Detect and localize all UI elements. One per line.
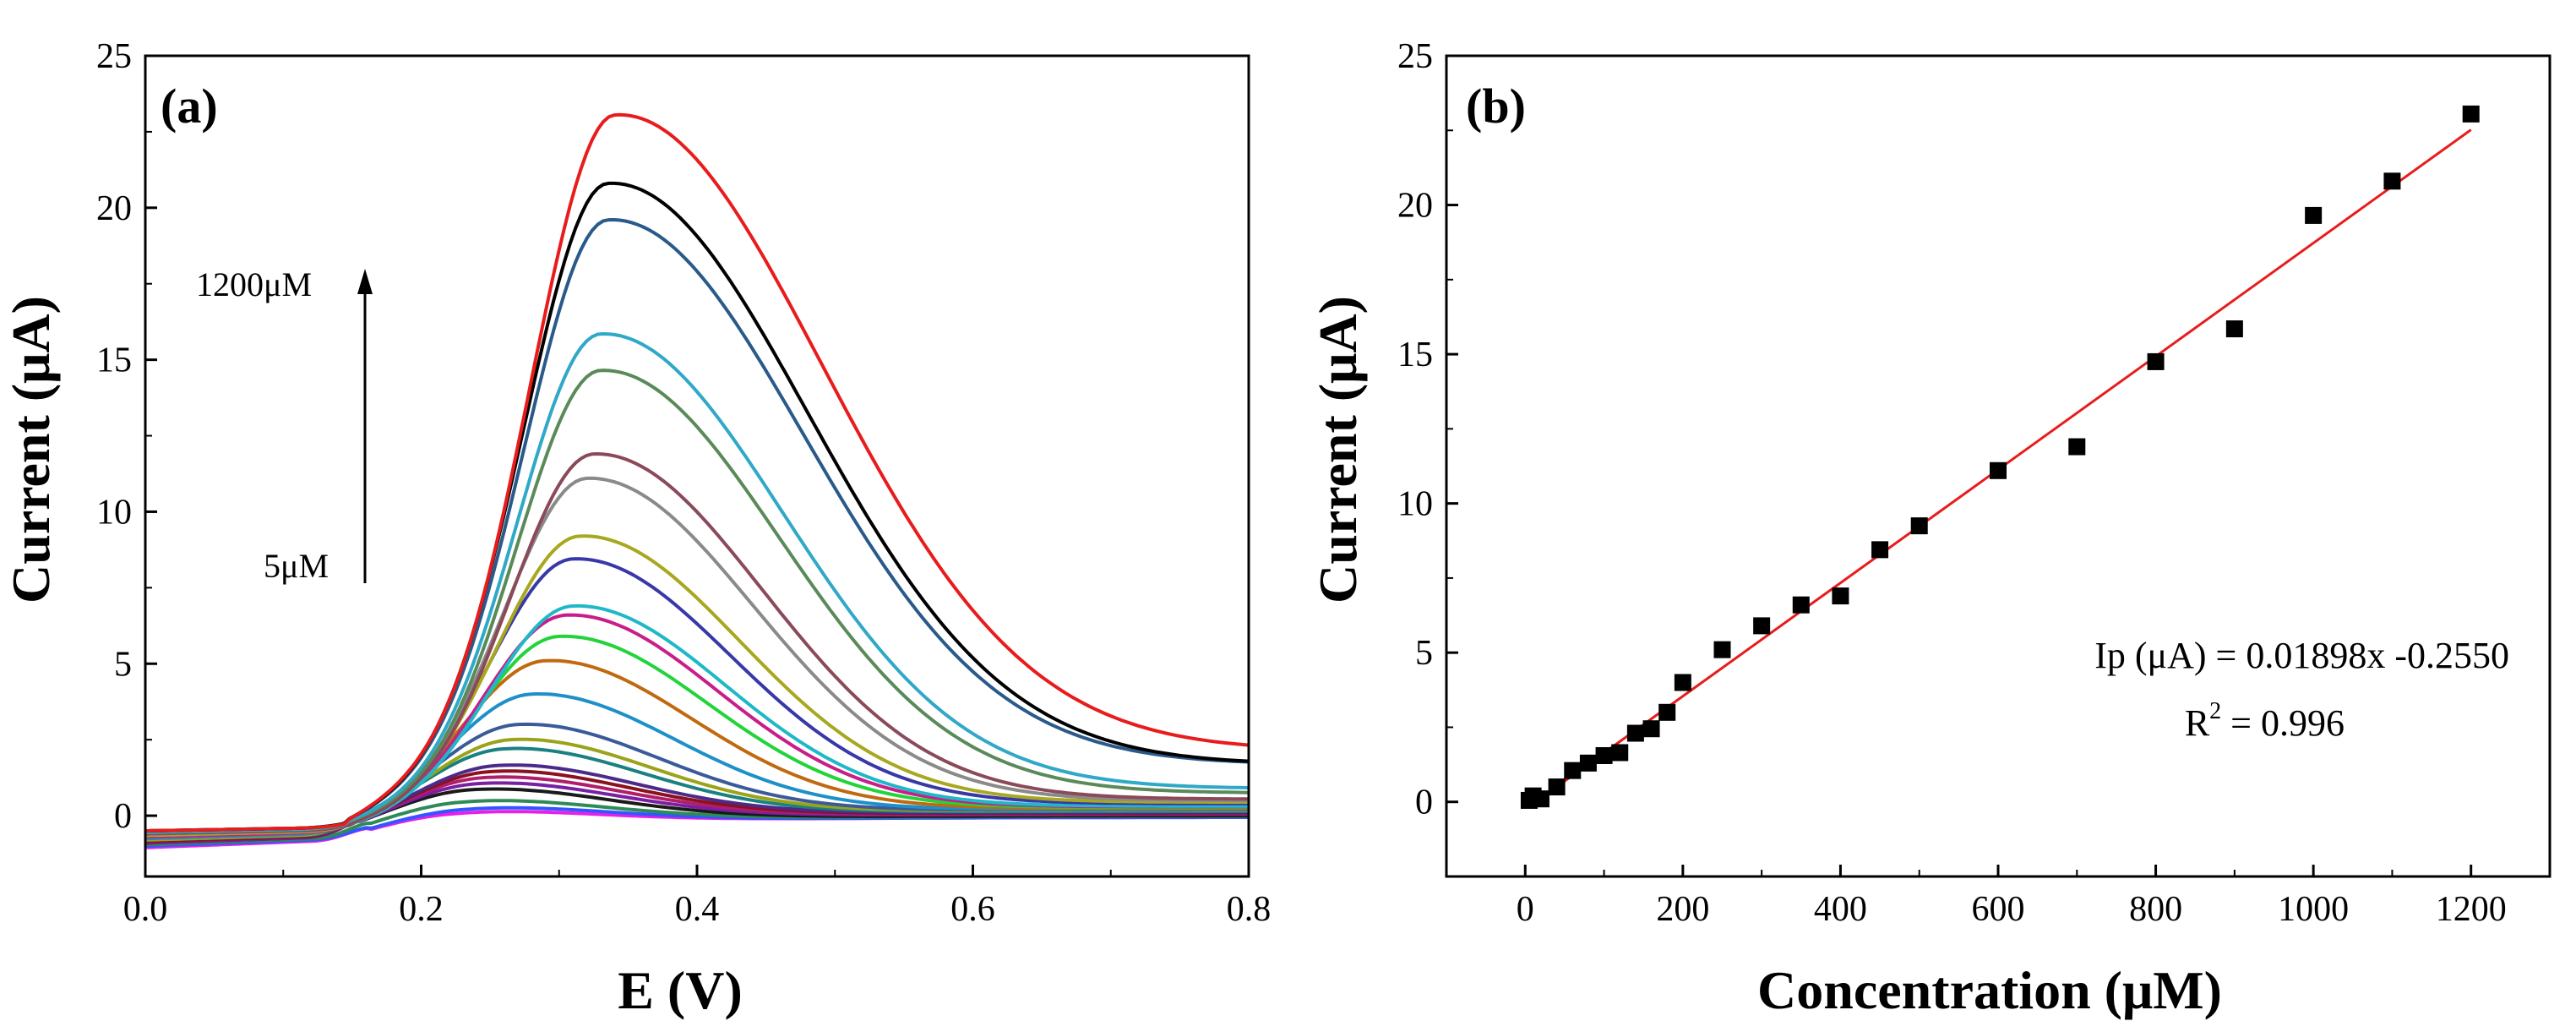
data-point (1871, 541, 1889, 559)
plot-frame (144, 54, 1250, 878)
x-tick-label: 200 (1656, 890, 1709, 929)
panel-label: (a) (161, 79, 218, 134)
x-tick-label: 600 (1972, 890, 2025, 929)
x-tick-label: 0.8 (1227, 890, 1272, 929)
cv-curves (144, 112, 1250, 849)
y-tick-label: 20 (96, 189, 132, 228)
y-tick-label: 25 (1397, 37, 1433, 76)
data-point (2147, 352, 2165, 370)
r2-superscript: 2 (2209, 698, 2221, 724)
y-tick-label: 25 (96, 37, 132, 76)
x-tick-label: 1200 (2436, 890, 2507, 929)
y-tick-label: 15 (96, 341, 132, 380)
y-axis-label: Current (μA) (1308, 296, 1368, 603)
data-point (1611, 744, 1629, 762)
data-point (1658, 703, 1676, 721)
y-tick-label: 15 (1397, 336, 1433, 374)
data-point (2383, 172, 2401, 190)
cv-curve (144, 217, 1250, 833)
concentration-low-label: 5μM (264, 547, 329, 585)
data-point (1626, 724, 1644, 742)
concentration-high-label: 1200μM (196, 265, 312, 303)
data-point (1595, 746, 1613, 764)
data-point (1832, 587, 1849, 605)
y-tick-label: 5 (1415, 634, 1433, 673)
concentration-arrow (357, 269, 373, 583)
data-point (1753, 617, 1771, 635)
x-tick-label: 800 (2129, 890, 2182, 929)
panel-label: (b) (1466, 79, 1526, 134)
data-point (1792, 596, 1810, 614)
fit-equation: Ip (μA) = 0.01898x -0.2550 (2094, 635, 2509, 676)
data-point (2225, 320, 2243, 338)
r2-prefix: R (2185, 702, 2210, 744)
data-points (1520, 105, 2480, 809)
y-axis-label: Current (μA) (1, 296, 61, 603)
data-point (1564, 762, 1582, 779)
data-point (1579, 754, 1597, 772)
y-tick-label: 5 (114, 645, 132, 684)
cv-curve (144, 112, 1250, 833)
x-tick-label: 400 (1814, 890, 1867, 929)
data-point (1548, 778, 1566, 796)
data-point (1642, 720, 1660, 738)
r2-value: = 0.996 (2221, 702, 2345, 744)
data-point (1713, 641, 1731, 658)
r-squared: R2 = 0.996 (2185, 698, 2345, 744)
y-tick-label: 10 (1397, 485, 1433, 524)
data-point (1910, 517, 1928, 535)
panel-b-calibration-chart: 0 200 400 600 800 1000 1200 0 5 10 15 20 25 (b) Ip … (1308, 37, 2551, 1020)
x-tick-label: 0.2 (399, 890, 444, 929)
y-tick-label: 0 (114, 797, 132, 836)
x-tick-label: 0.4 (675, 890, 720, 929)
panel-a-cv-chart: 0.0 0.2 0.4 0.6 0.8 0 5 10 15 20 25 (a) 1200μM 5μ… (1, 37, 1271, 1020)
x-axis-label: Concentration (μM) (1757, 960, 2222, 1020)
x-tick-label: 0.0 (123, 890, 168, 929)
x-tick-label: 0.6 (950, 890, 995, 929)
y-tick-label: 10 (96, 493, 132, 532)
data-point (2068, 438, 2086, 456)
cv-curve (144, 369, 1250, 834)
x-ticks: 0.0 0.2 0.4 0.6 0.8 (123, 865, 1272, 929)
data-point (1674, 674, 1691, 691)
y-ticks: 0 5 10 15 20 25 (1397, 37, 1458, 822)
x-tick-label: 0 (1517, 890, 1534, 929)
data-point (1990, 461, 2007, 479)
x-axis-label: E (V) (618, 960, 743, 1020)
x-ticks: 0 200 400 600 800 1000 1200 (1517, 865, 2507, 929)
y-ticks: 0 5 10 15 20 25 (96, 37, 157, 836)
y-tick-label: 0 (1415, 784, 1433, 822)
data-point (2462, 105, 2480, 123)
data-point (2305, 206, 2323, 224)
y-tick-label: 20 (1397, 187, 1433, 226)
x-tick-label: 1000 (2278, 890, 2349, 929)
data-point (1532, 790, 1549, 808)
